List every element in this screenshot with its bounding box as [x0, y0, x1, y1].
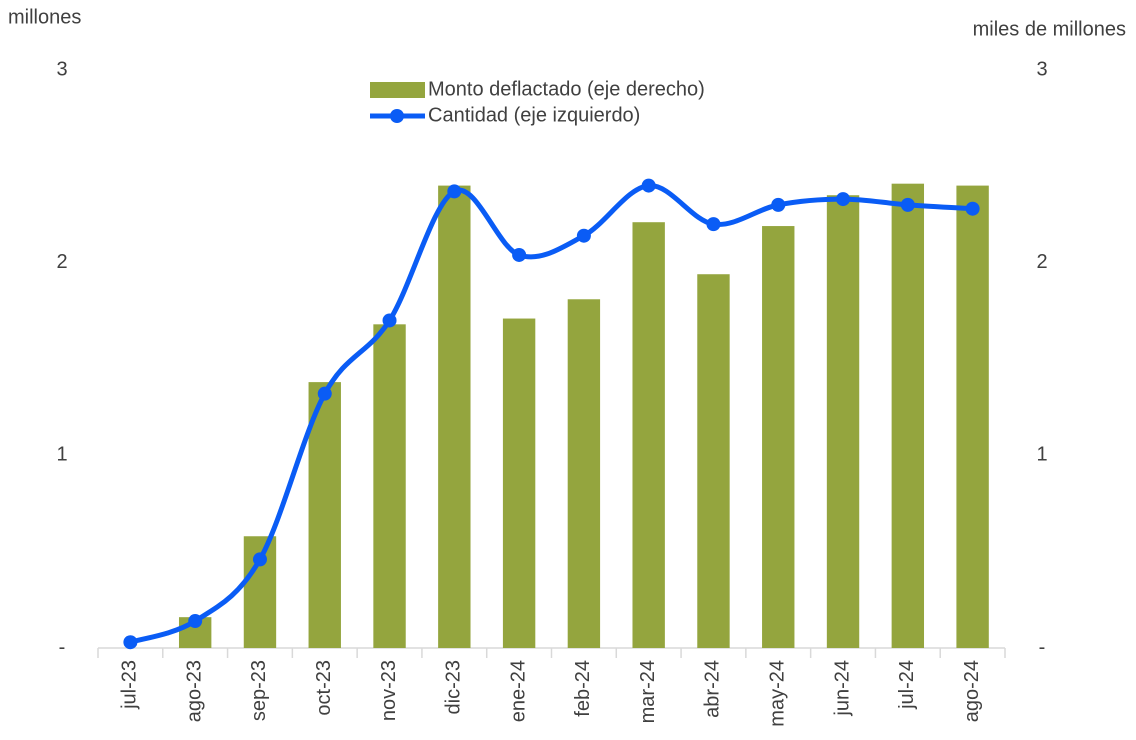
marker [317, 386, 332, 401]
marker [382, 313, 397, 328]
marker [576, 228, 591, 243]
legend-swatch [390, 109, 404, 123]
x-tick-label: ago-23 [183, 660, 205, 722]
bar [438, 185, 471, 648]
y-tick-label: 3 [56, 58, 67, 80]
x-tick-label: ene-24 [507, 660, 529, 722]
x-tick-label: sep-23 [248, 660, 270, 721]
marker [447, 184, 462, 199]
y-tick-label: 2 [56, 251, 67, 273]
marker [188, 614, 203, 629]
marker [900, 197, 915, 212]
y2-tick-label: 2 [1036, 251, 1047, 273]
x-tick-label: jun-24 [831, 660, 853, 717]
marker [706, 217, 721, 232]
marker [252, 552, 267, 567]
x-tick-label: nov-23 [378, 660, 400, 721]
y-tick-label: - [59, 636, 66, 658]
bar [308, 382, 341, 648]
y-axis-title: millones [8, 6, 81, 28]
bar [956, 185, 989, 648]
x-tick-label: jul-23 [119, 660, 141, 710]
marker [512, 247, 527, 262]
y-tick-label: 1 [56, 444, 67, 466]
bar [762, 226, 795, 648]
x-tick-label: jul-24 [896, 660, 918, 710]
marker [965, 201, 980, 216]
y2-tick-label: 3 [1036, 58, 1047, 80]
y2-axis-title: miles de millones [973, 18, 1126, 40]
legend-swatch [370, 82, 425, 98]
y2-tick-label: 1 [1036, 444, 1047, 466]
x-tick-label: abr-24 [702, 660, 724, 718]
x-tick-label: feb-24 [572, 660, 594, 717]
legend-label: Monto deflactado (eje derecho) [428, 78, 705, 100]
x-tick-label: ago-24 [961, 660, 983, 722]
x-tick-label: oct-23 [313, 660, 335, 716]
marker [123, 635, 138, 650]
bar [567, 299, 601, 648]
x-tick-label: dic-23 [443, 660, 465, 714]
bar [891, 183, 925, 648]
marker [771, 197, 786, 212]
marker [641, 178, 656, 193]
bar [826, 195, 860, 648]
bar [502, 318, 536, 648]
bar [373, 324, 406, 648]
y2-tick-label: - [1039, 636, 1046, 658]
x-tick-label: may-24 [767, 660, 789, 727]
x-tick-label: mar-24 [637, 660, 659, 723]
marker [836, 192, 851, 207]
legend-label: Cantidad (eje izquierdo) [428, 104, 640, 126]
bar [697, 274, 730, 648]
bar [632, 222, 665, 648]
